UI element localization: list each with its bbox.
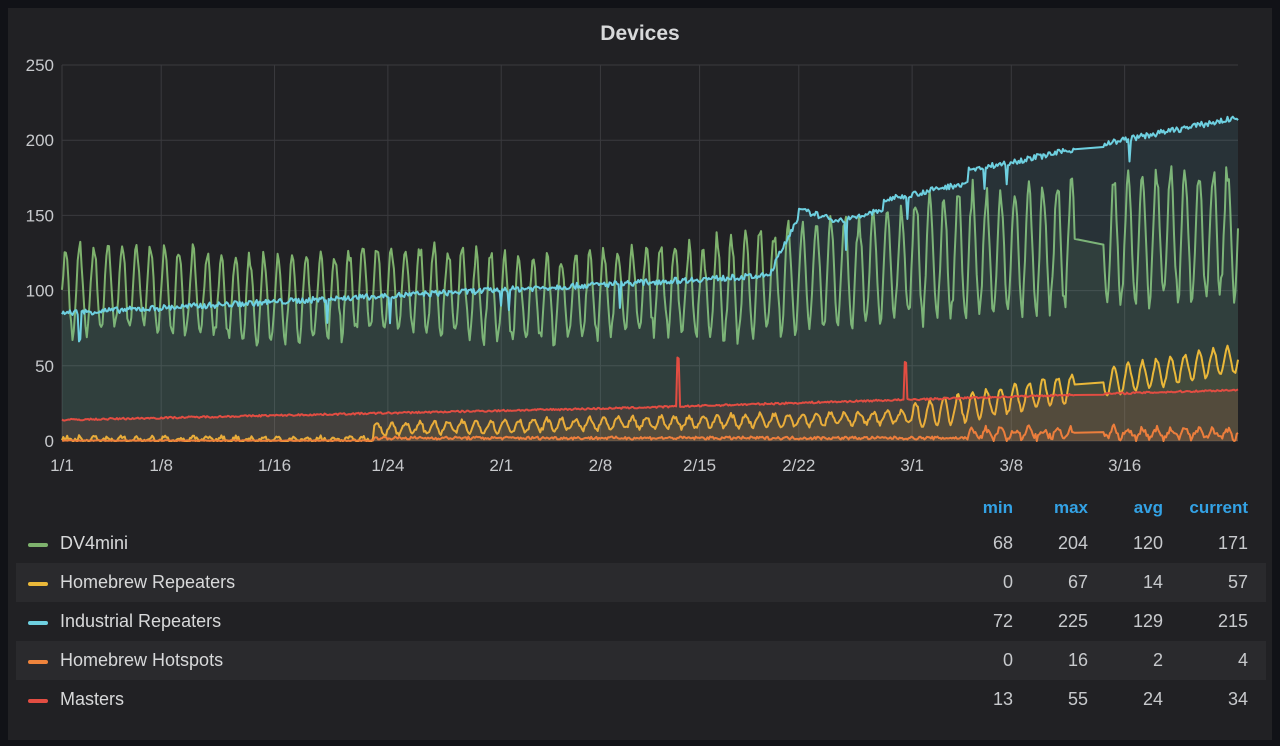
legend-max-value: 225 [1057, 611, 1088, 631]
legend-min-value: 0 [1002, 572, 1013, 592]
legend-min-value: 13 [992, 689, 1013, 709]
devices-chart: 0 50 100 150 200 250 1/1 1/8 1/16 1/24 2/1 2/8 2/15 2… [26, 56, 1239, 475]
y-tick-label: 100 [26, 282, 54, 301]
y-tick-label: 250 [26, 56, 54, 75]
series-line-masters [61, 356, 1239, 422]
devices-panel: Devices 0 50 100 150 200 250 1/1 1/8 1/16 1/24 2/1… [8, 8, 1272, 740]
legend-avg-value: 24 [1142, 689, 1163, 709]
legend-current-value: 57 [1227, 572, 1248, 592]
legend-series-name[interactable]: Masters [60, 689, 125, 709]
legend-header-max[interactable]: max [1053, 498, 1088, 517]
x-tick-label: 1/8 [149, 456, 173, 475]
legend-max-value: 67 [1067, 572, 1088, 592]
legend-avg-value: 120 [1132, 533, 1163, 553]
x-tick-label: 3/16 [1108, 456, 1141, 475]
legend-current-value: 34 [1227, 689, 1248, 709]
legend-header: min max avg current [16, 492, 1266, 524]
series-line-homebrew-repeaters [61, 344, 1239, 442]
x-tick-label: 2/22 [782, 456, 815, 475]
legend-min-value: 0 [1002, 650, 1013, 670]
legend-min-value: 72 [992, 611, 1013, 631]
y-tick-label: 0 [45, 432, 54, 451]
legend-avg-value: 14 [1142, 572, 1163, 592]
x-tick-label: 2/8 [589, 456, 613, 475]
series-area-homebrew-repeaters [62, 345, 1238, 441]
x-tick-label: 1/24 [371, 456, 404, 475]
y-tick-label: 200 [26, 131, 54, 150]
x-tick-label: 2/1 [489, 456, 513, 475]
legend-header-avg[interactable]: avg [1133, 498, 1163, 517]
series-color-swatch[interactable] [28, 699, 48, 703]
x-tick-label: 2/15 [683, 456, 716, 475]
legend-row-masters[interactable]: Masters 13 55 24 34 [16, 680, 1266, 719]
legend-series-name[interactable]: Industrial Repeaters [60, 611, 222, 631]
series-line-dv4mini [61, 165, 1239, 347]
legend-avg-value: 129 [1132, 611, 1163, 631]
panel-title: Devices [600, 22, 680, 45]
y-tick-label: 50 [35, 357, 54, 376]
legend-series-name[interactable]: Homebrew Hotspots [60, 650, 224, 670]
series-color-swatch[interactable] [28, 582, 48, 586]
legend-current-value: 171 [1217, 533, 1248, 553]
series-area-masters [62, 357, 1238, 441]
legend-row-industrial-repeaters[interactable]: Industrial Repeaters 72 225 129 215 [16, 602, 1266, 641]
series-color-swatch[interactable] [28, 621, 48, 625]
legend-current-value: 215 [1217, 611, 1248, 631]
series-area-industrial-repeaters [62, 116, 1238, 441]
legend-series-name[interactable]: Homebrew Repeaters [60, 572, 236, 592]
legend-row-homebrew-repeaters[interactable]: Homebrew Repeaters 0 67 14 57 [16, 563, 1266, 602]
legend-max-value: 204 [1057, 533, 1088, 553]
x-tick-label: 3/1 [900, 456, 924, 475]
legend-min-value: 68 [992, 533, 1013, 553]
legend-header-min[interactable]: min [982, 498, 1013, 517]
x-tick-label: 1/16 [258, 456, 291, 475]
y-tick-label: 150 [26, 206, 54, 225]
legend-row-homebrew-hotspots[interactable]: Homebrew Hotspots 0 16 2 4 [16, 641, 1266, 680]
legend-avg-value: 2 [1152, 650, 1163, 670]
legend: min max avg current DV4mini 68 204 120 1… [16, 492, 1266, 719]
series-line-homebrew-hotspots [61, 423, 1239, 442]
legend-row-dv4mini[interactable]: DV4mini 68 204 120 171 [16, 524, 1266, 563]
legend-header-current[interactable]: current [1189, 498, 1248, 517]
series-color-swatch[interactable] [28, 543, 48, 547]
series-line-industrial-repeaters [61, 115, 1239, 343]
legend-current-value: 4 [1237, 650, 1248, 670]
x-tick-label: 1/1 [50, 456, 74, 475]
legend-series-name[interactable]: DV4mini [60, 533, 129, 553]
legend-max-value: 55 [1067, 689, 1088, 709]
legend-max-value: 16 [1067, 650, 1088, 670]
x-tick-label: 3/8 [999, 456, 1023, 475]
series-color-swatch[interactable] [28, 660, 48, 664]
